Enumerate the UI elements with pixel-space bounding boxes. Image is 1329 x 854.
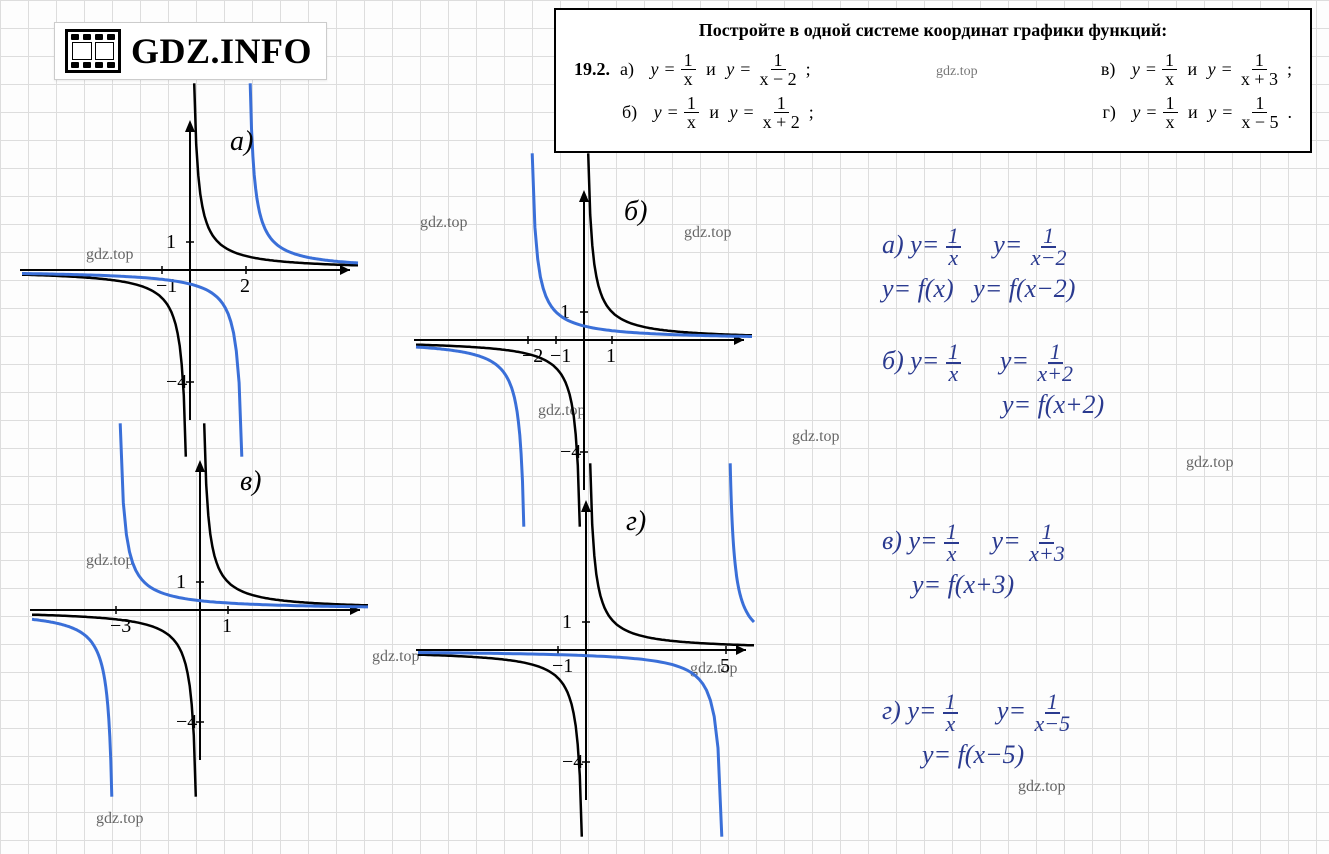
graph-panel: 1−4−2−11 б) bbox=[414, 190, 754, 490]
graph-panel: 1−4−15 г) bbox=[416, 500, 756, 800]
handwriting-a: а) y= 1x y= 1x−2 y= f(x) y= f(x−2) bbox=[882, 224, 1075, 309]
problem-inner-watermark: gdz.top bbox=[936, 64, 978, 80]
problem-item-b: б) y = 1x и y = 1x + 2; bbox=[622, 94, 814, 131]
svg-text:1: 1 bbox=[176, 571, 186, 593]
problem-row-2: б) y = 1x и y = 1x + 2; г) y = 1x и y = … bbox=[574, 94, 1292, 131]
item-label: а) bbox=[620, 59, 634, 80]
svg-text:1: 1 bbox=[222, 615, 232, 637]
site-logo-box: GDZ.INFO bbox=[54, 22, 327, 80]
svg-text:−1: −1 bbox=[552, 655, 573, 677]
svg-text:а): а) bbox=[230, 126, 253, 157]
svg-text:2: 2 bbox=[240, 275, 250, 297]
problem-statement-box: Постройте в одной системе координат граф… bbox=[554, 8, 1312, 153]
item-label: в) bbox=[1101, 59, 1116, 80]
problem-item-a: 19.2. а) y = 1x и y = 1x − 2; bbox=[574, 51, 811, 88]
graph-panel: 1−4−12 а) bbox=[20, 120, 360, 420]
item-label: б) bbox=[622, 102, 637, 123]
problem-row-1: 19.2. а) y = 1x и y = 1x − 2; в) y = 1x … bbox=[574, 51, 1292, 88]
svg-text:б): б) bbox=[624, 196, 647, 227]
svg-text:1: 1 bbox=[562, 611, 572, 633]
svg-text:5: 5 bbox=[720, 655, 730, 677]
handwriting-g: г) y= 1x y= 1x−5 y= f(x−5) bbox=[882, 690, 1072, 775]
graph-panel: 1−4−31 в) bbox=[30, 460, 370, 760]
logo-text: GDZ.INFO bbox=[131, 30, 312, 72]
problem-number: 19.2. bbox=[574, 59, 610, 80]
svg-text:−1: −1 bbox=[550, 345, 571, 367]
svg-text:1: 1 bbox=[166, 231, 176, 253]
handwriting-b: б) y= 1x y= 1x+2 y= f(x+2) bbox=[882, 340, 1104, 425]
problem-title: Постройте в одной системе координат граф… bbox=[574, 20, 1292, 41]
svg-text:в): в) bbox=[240, 466, 261, 497]
problem-item-g: г) y = 1x и y = 1x − 5. bbox=[1103, 94, 1293, 131]
item-label: г) bbox=[1103, 102, 1116, 123]
film-icon bbox=[65, 29, 121, 73]
svg-text:г): г) bbox=[626, 506, 646, 537]
problem-item-v: в) y = 1x и y = 1x + 3; bbox=[1101, 51, 1292, 88]
svg-text:1: 1 bbox=[606, 345, 616, 367]
handwriting-v: в) y= 1x y= 1x+3 y= f(x+3) bbox=[882, 520, 1067, 605]
